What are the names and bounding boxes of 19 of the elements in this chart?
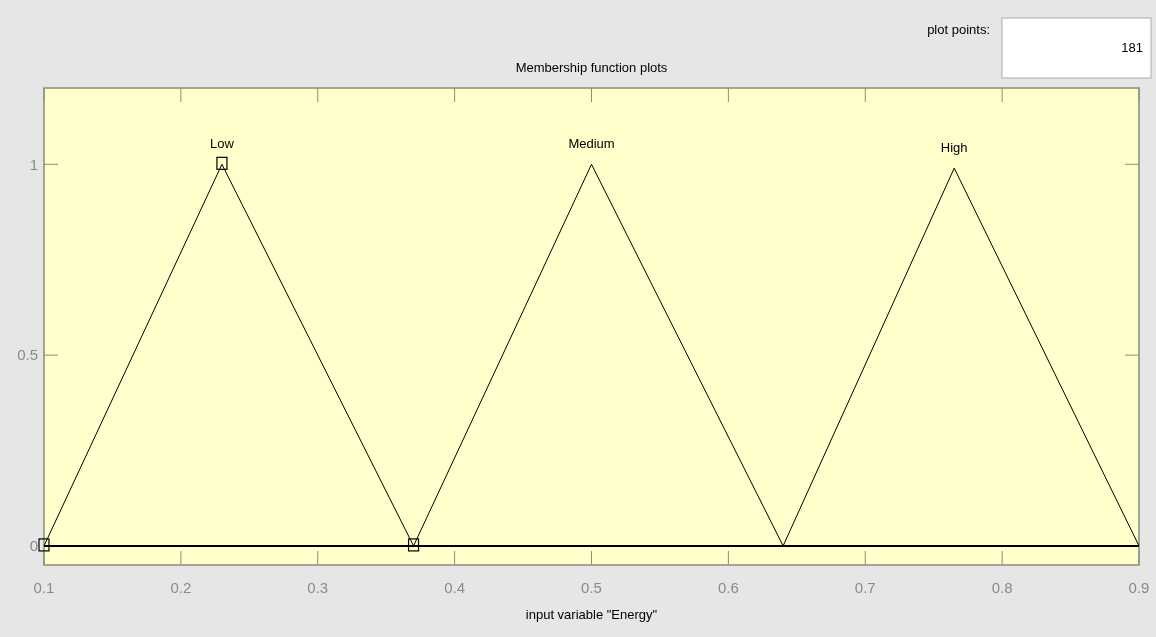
y-tick-label: 1 <box>29 155 38 173</box>
x-tick-label: 0.4 <box>444 579 466 596</box>
series-label: High <box>940 140 968 156</box>
series-label: Medium <box>568 136 615 152</box>
x-tick-label: 0.5 <box>581 579 602 596</box>
x-tick-label: 0.2 <box>170 579 192 596</box>
chart-title: Membership function plots <box>515 60 668 75</box>
x-axis-title: input variable "Energy" <box>525 607 658 622</box>
text: plot points: <box>927 22 990 37</box>
x-tick-label: 0.3 <box>307 579 329 596</box>
x-tick-label: 0.6 <box>717 579 739 596</box>
y-tick-label: 0 <box>29 537 38 555</box>
series-label: Low <box>210 136 235 152</box>
x-tick-label: 0.7 <box>854 579 876 596</box>
y-tick-label: 0.5 <box>17 346 38 364</box>
text: 181 <box>1121 40 1143 55</box>
x-tick-label: 0.8 <box>991 579 1013 596</box>
x-tick-label: 0.9 <box>1128 579 1150 596</box>
x-tick-label: 0.1 <box>33 579 55 596</box>
